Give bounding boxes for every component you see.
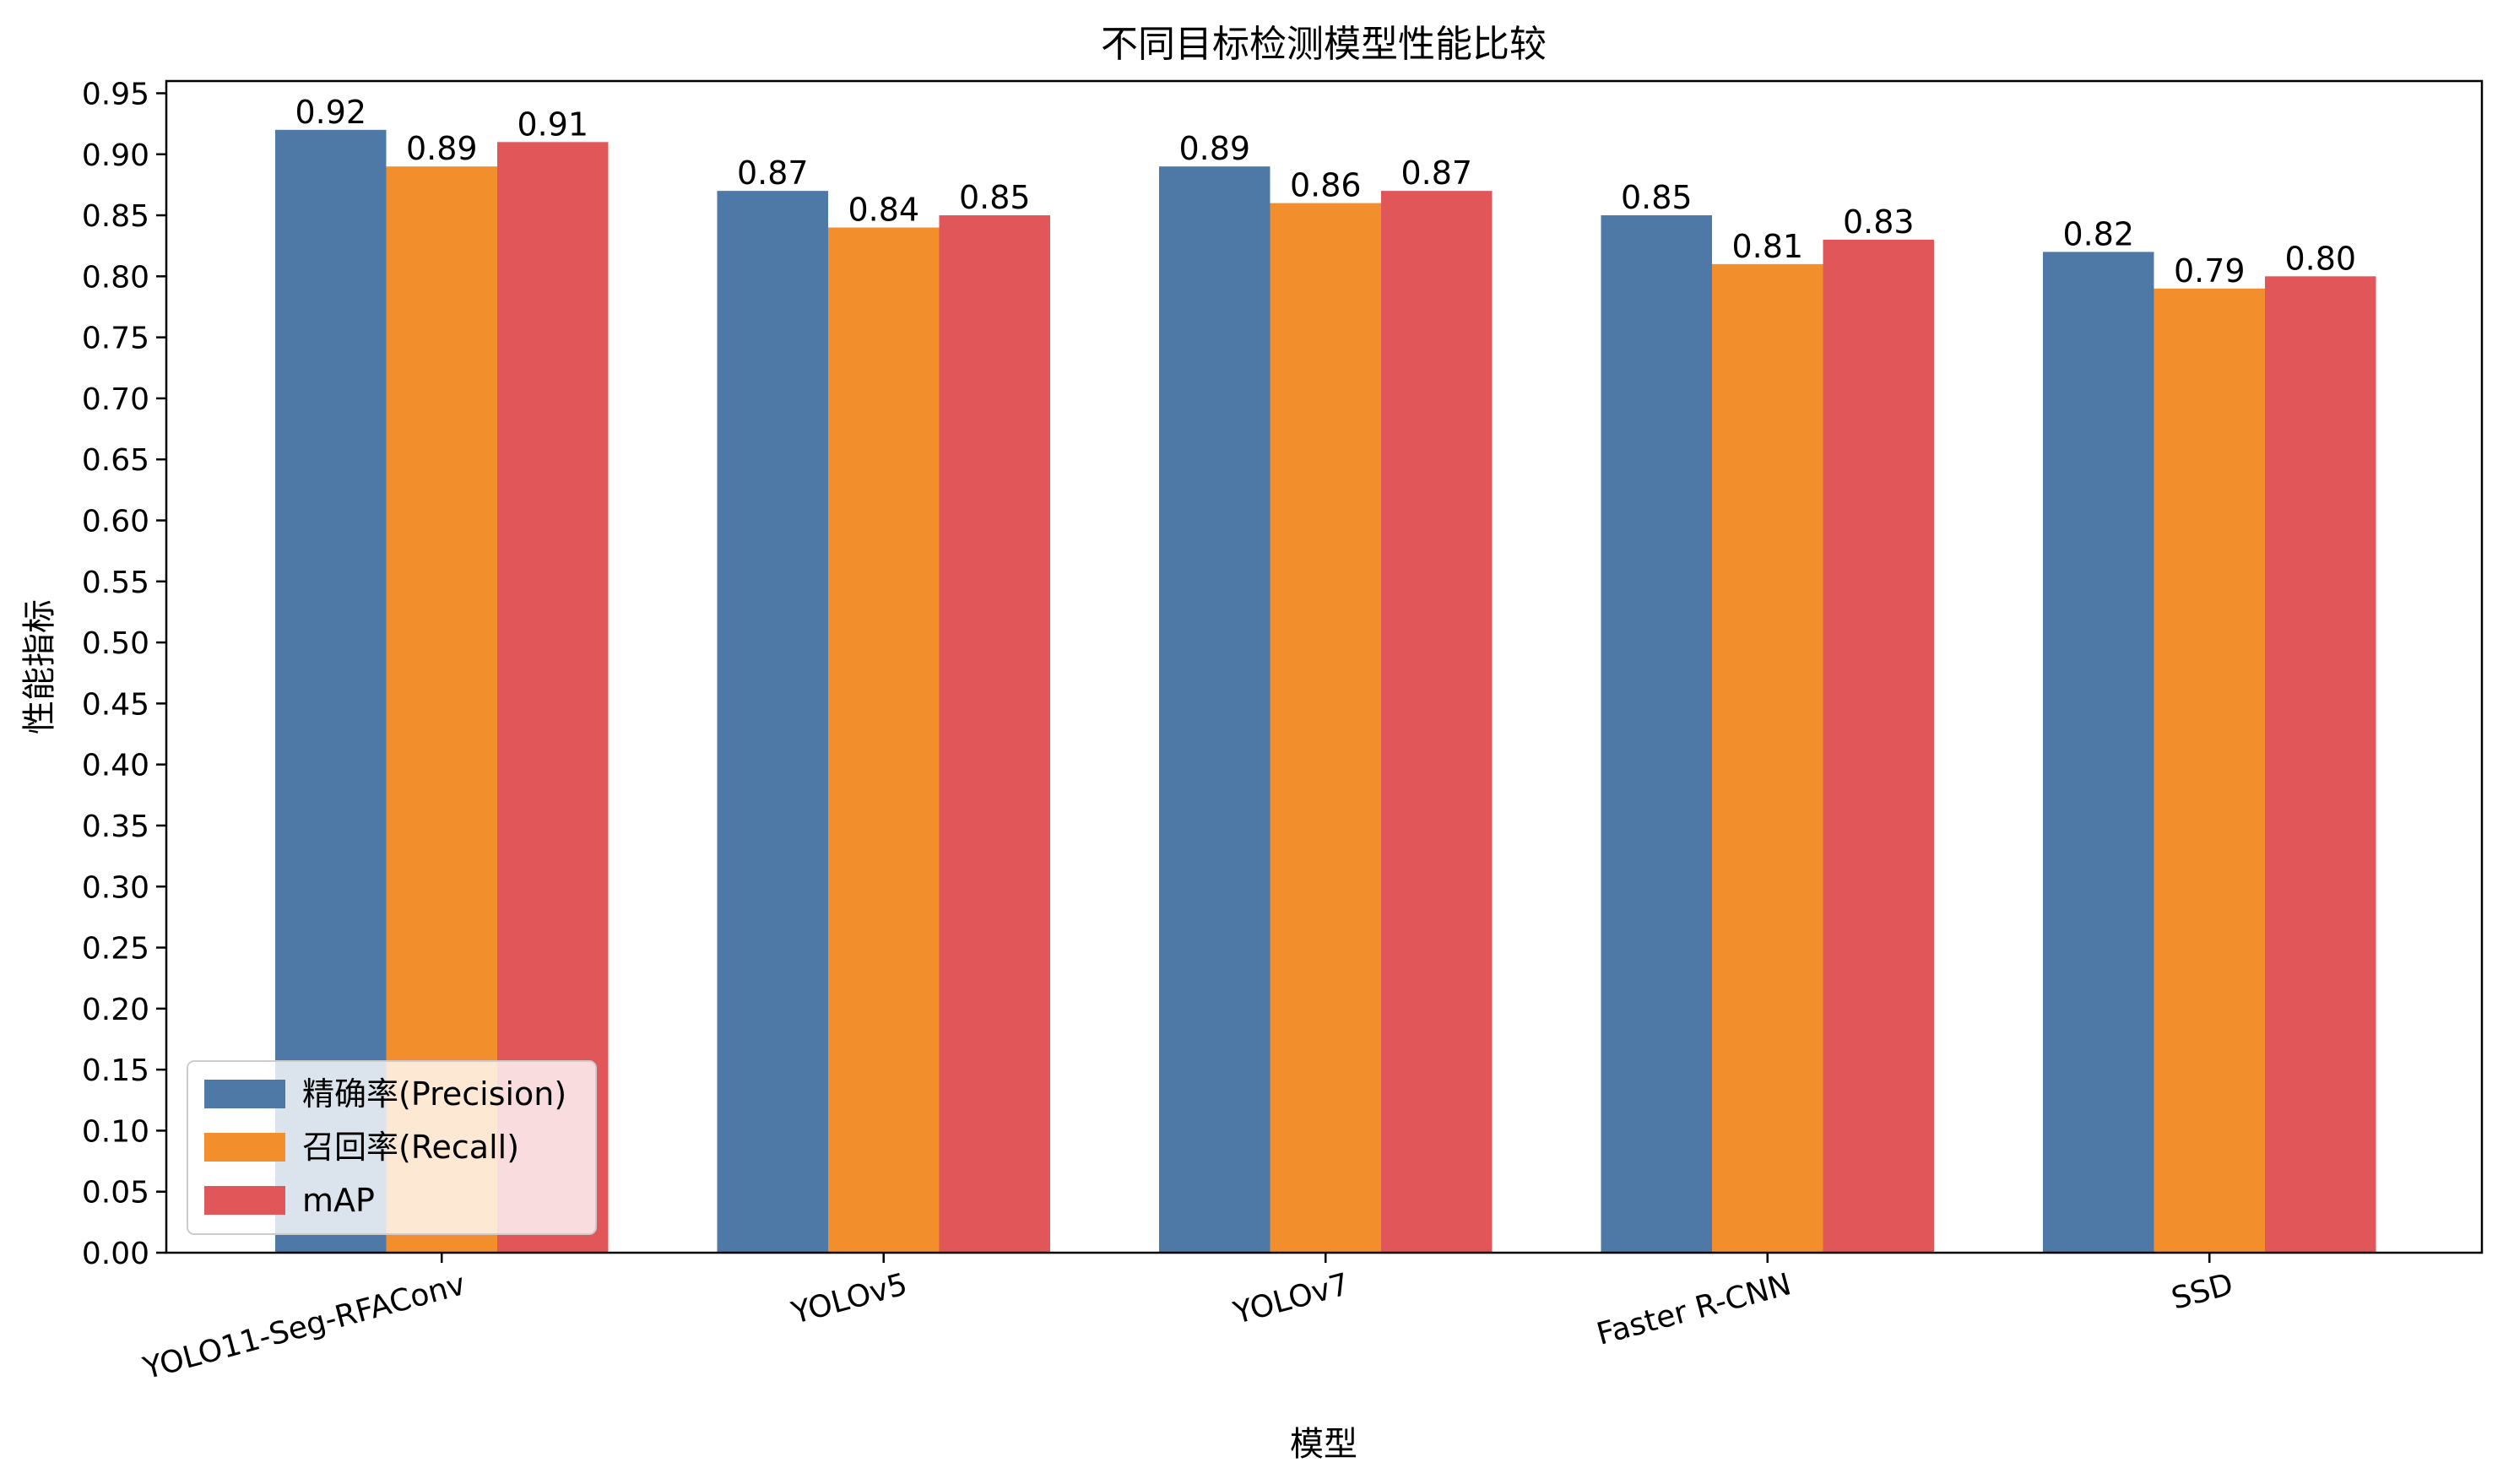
- y-tick-label: 0.90: [82, 138, 149, 173]
- bar-value-label: 0.85: [959, 179, 1031, 216]
- x-tick-label: YOLOv5: [788, 1267, 912, 1331]
- bar-value-label: 0.89: [1178, 130, 1250, 167]
- bar-3-0: [1601, 215, 1712, 1254]
- bar-value-label: 0.82: [2062, 215, 2134, 252]
- x-tick-label: SSD: [2168, 1267, 2237, 1317]
- y-tick-label: 0.80: [82, 260, 149, 295]
- bar-value-label: 0.85: [1621, 179, 1693, 216]
- legend-swatch-0: [204, 1080, 285, 1108]
- y-tick-label: 0.50: [82, 626, 149, 661]
- legend-box: [187, 1060, 597, 1235]
- y-tick-label: 0.40: [82, 749, 149, 783]
- legend: 精确率(Precision) 召回率(Recall) mAP: [187, 1060, 597, 1235]
- x-tick-label: YOLO11-Seg-RFAConv: [139, 1267, 469, 1387]
- x-tick-label: Faster R-CNN: [1593, 1267, 1795, 1352]
- y-tick-label: 0.20: [82, 993, 149, 1027]
- bar-3-2: [1823, 239, 1934, 1253]
- bar-value-label: 0.87: [737, 154, 809, 192]
- legend-swatch-1: [204, 1133, 285, 1162]
- y-tick-label: 0.75: [82, 322, 149, 356]
- y-axis: 0.00 0.05 0.10 0.15 0.20 0.25 0.30 0.35 0.40 0.45…: [82, 77, 166, 1271]
- x-axis: YOLO11-Seg-RFAConv YOLOv5 YOLOv7 Faster R-C…: [139, 1253, 2237, 1387]
- chart-title: 不同目标检测模型性能比较: [1101, 23, 1547, 66]
- legend-label-0: 精确率(Precision): [302, 1075, 566, 1113]
- y-tick-label: 0.60: [82, 505, 149, 539]
- y-tick-label: 0.35: [82, 810, 149, 844]
- bar-1-1: [828, 227, 940, 1253]
- bars-layer: [275, 129, 2376, 1254]
- bar-4-1: [2154, 288, 2265, 1254]
- bar-value-label: 0.87: [1400, 154, 1472, 192]
- legend-swatch-2: [204, 1186, 285, 1215]
- bar-labels-layer: 0.92 0.89 0.91 0.87 0.84 0.85 0.89 0.86 0.87 0.85…: [295, 94, 2356, 290]
- y-tick-label: 0.10: [82, 1114, 149, 1149]
- legend-label-1: 召回率(Recall): [302, 1129, 519, 1166]
- bar-2-1: [1270, 203, 1381, 1253]
- y-tick-label: 0.65: [82, 443, 149, 478]
- bar-1-2: [939, 215, 1050, 1254]
- bar-value-label: 0.81: [1731, 228, 1803, 265]
- y-tick-label: 0.25: [82, 932, 149, 967]
- bar-value-label: 0.86: [1290, 167, 1362, 204]
- bar-value-label: 0.80: [2284, 240, 2356, 277]
- bar-value-label: 0.83: [1843, 203, 1915, 241]
- y-tick-label: 0.30: [82, 870, 149, 905]
- legend-label-2: mAP: [302, 1182, 375, 1219]
- bar-2-0: [1159, 166, 1270, 1253]
- y-tick-label: 0.85: [82, 199, 149, 234]
- y-tick-label: 0.45: [82, 687, 149, 722]
- y-axis-title: 性能指标: [20, 599, 59, 734]
- bar-value-label: 0.92: [295, 94, 366, 131]
- bar-4-0: [2043, 252, 2154, 1254]
- bar-3-1: [1712, 263, 1823, 1253]
- bar-value-label: 0.89: [406, 130, 478, 167]
- bar-1-0: [717, 191, 828, 1253]
- x-tick-label: YOLOv7: [1229, 1267, 1353, 1331]
- bar-value-label: 0.91: [517, 106, 588, 143]
- y-tick-label: 0.15: [82, 1053, 149, 1088]
- x-axis-title: 模型: [1290, 1425, 1357, 1464]
- y-tick-label: 0.55: [82, 566, 149, 600]
- plot-frame: [165, 79, 2484, 1254]
- bar-value-label: 0.84: [848, 192, 919, 229]
- y-tick-label: 0.95: [82, 77, 149, 111]
- bar-value-label: 0.79: [2174, 252, 2246, 290]
- bar-4-2: [2265, 276, 2376, 1253]
- y-tick-label: 0.70: [82, 382, 149, 417]
- bar-2-2: [1381, 191, 1493, 1253]
- y-tick-label: 0.05: [82, 1176, 149, 1210]
- y-tick-label: 0.00: [82, 1237, 149, 1271]
